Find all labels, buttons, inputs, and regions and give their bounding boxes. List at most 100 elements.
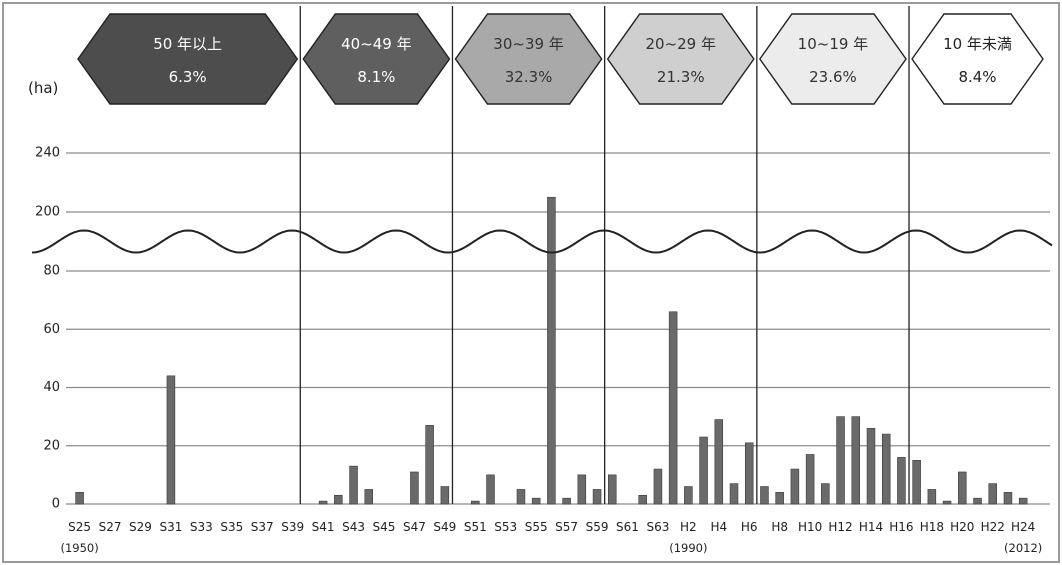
age-class-banner: 10~19 年 23.6% [758, 13, 907, 105]
y-tick-label: 80 [43, 264, 60, 279]
y-tick-label: 20 [43, 438, 60, 453]
age-class-hexagon [911, 13, 1044, 105]
bar-H21 [973, 497, 982, 505]
bar-S57 [562, 497, 571, 505]
bar-H24 [1018, 497, 1028, 505]
bar-S49 [440, 486, 450, 505]
bar-S44 [364, 489, 374, 505]
age-class-hexagon [758, 13, 907, 105]
x-year-label: (2012) [1004, 541, 1042, 555]
age-class-dividers [299, 6, 910, 504]
age-class-percent: 6.3% [169, 68, 207, 86]
bar-H18 [927, 489, 937, 505]
age-class-label: 10 年未満 [943, 35, 1012, 53]
y-axis-ticks: 0 20 40 60 80 200 240 [35, 146, 60, 512]
x-tick-label: H10 [798, 520, 822, 534]
age-class-percent: 21.3% [657, 68, 705, 86]
x-tick-label: S25 [68, 520, 91, 534]
bar-H23 [1003, 492, 1013, 505]
x-tick-label: S27 [99, 520, 122, 534]
age-class-label: 30~39 年 [493, 35, 564, 53]
x-tick-label: H24 [1011, 520, 1035, 534]
bar-S41 [318, 500, 328, 505]
age-class-hexagon [77, 13, 299, 105]
age-class-hexagon [302, 13, 451, 105]
age-class-percent: 8.1% [357, 68, 395, 86]
bar-H22 [988, 483, 997, 505]
bar-H5 [729, 483, 739, 505]
bar-S56 [547, 196, 556, 505]
bar-H2 [684, 486, 693, 505]
age-class-banner: 10 年未満 8.4% [911, 13, 1044, 105]
age-class-percent: 8.4% [958, 68, 996, 86]
x-tick-label: H16 [889, 520, 913, 534]
x-tick-label: S31 [159, 520, 182, 534]
x-tick-label: H2 [680, 520, 697, 534]
x-tick-label: S59 [586, 520, 609, 534]
x-tick-label: S53 [494, 520, 517, 534]
bar-H13 [851, 416, 861, 505]
x-tick-label: H8 [771, 520, 788, 534]
bar-S31 [166, 375, 176, 505]
bar-H14 [866, 427, 876, 505]
x-tick-label: H4 [710, 520, 727, 534]
age-class-label: 50 年以上 [153, 35, 222, 53]
x-tick-label: S33 [190, 520, 213, 534]
x-tick-label: H14 [859, 520, 883, 534]
x-tick-label: H6 [741, 520, 758, 534]
bar-H6 [744, 442, 754, 505]
age-class-banners: 50 年以上 6.3% 40~49 年 8.1% 30~39 年 32.3% 20~29 年… [77, 13, 1044, 105]
bar-H20 [958, 471, 967, 505]
x-tick-label: S43 [342, 520, 365, 534]
x-tick-label: S37 [251, 520, 274, 534]
age-class-hexagon [606, 13, 755, 105]
bar-H12 [836, 416, 845, 505]
bar-S42 [334, 494, 343, 505]
x-tick-label: S41 [312, 520, 335, 534]
y-tick-label: 60 [43, 322, 60, 337]
x-tick-label: S63 [646, 520, 669, 534]
bar-H9 [790, 468, 800, 505]
bar-H8 [775, 492, 784, 505]
bar-H16 [897, 457, 906, 505]
x-tick-label: S57 [555, 520, 578, 534]
x-tick-label: H12 [828, 520, 852, 534]
x-tick-label: S45 [373, 520, 396, 534]
bar-S62 [638, 494, 647, 505]
y-tick-label: 200 [35, 205, 60, 220]
x-tick-label: S39 [281, 520, 304, 534]
bar-S58 [577, 474, 587, 505]
x-tick-label: S49 [433, 520, 456, 534]
age-class-banner: 50 年以上 6.3% [77, 13, 299, 105]
bar-series [75, 196, 1028, 505]
age-class-percent: 23.6% [809, 68, 857, 86]
bar-S55 [531, 497, 541, 505]
axis-break-wave [31, 229, 1053, 254]
age-class-label: 10~19 年 [798, 35, 869, 53]
bar-S59 [592, 489, 602, 505]
y-tick-label: 40 [43, 380, 60, 395]
bar-H11 [821, 483, 830, 505]
gridlines [66, 152, 1050, 505]
x-axis-ticks: S25 S27 S29 S31 S33 S35 S37 S39 S41 S43 S45 S47 S49 S… [60, 520, 1042, 555]
y-tick-label: 0 [52, 497, 60, 512]
age-class-percent: 32.3% [505, 68, 553, 86]
bar-H4 [714, 419, 724, 505]
x-tick-label: S51 [464, 520, 487, 534]
bar-S47 [410, 471, 419, 505]
x-tick-label: S29 [129, 520, 152, 534]
age-class-banner: 20~29 年 21.3% [606, 13, 755, 105]
bar-S60 [608, 474, 617, 505]
bar-S52 [486, 474, 495, 505]
x-tick-label: H22 [981, 520, 1005, 534]
bar-S51 [471, 500, 480, 505]
x-tick-label: H20 [950, 520, 974, 534]
bar-H7 [760, 486, 769, 505]
age-class-banner: 40~49 年 8.1% [302, 13, 451, 105]
bar-S43 [349, 465, 358, 505]
age-class-label: 40~49 年 [341, 35, 412, 53]
x-year-label: (1950) [60, 541, 98, 555]
bar-H10 [805, 454, 815, 505]
